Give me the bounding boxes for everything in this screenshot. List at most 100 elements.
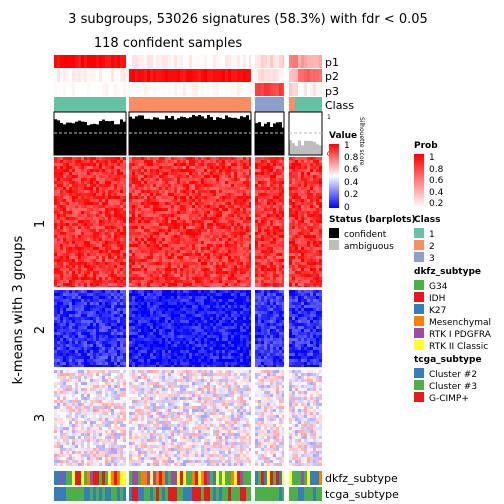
heatmap-cell	[111, 163, 114, 166]
heatmap-cell	[84, 202, 87, 205]
heatmap-cell	[60, 409, 63, 412]
heatmap-cell	[60, 335, 63, 338]
heatmap-cell	[111, 277, 114, 280]
heatmap-cell	[156, 208, 159, 211]
p3-cell	[141, 83, 144, 96]
heatmap-cell	[57, 223, 60, 226]
heatmap-cell	[150, 442, 153, 445]
heatmap-cell	[168, 265, 171, 268]
heatmap-cell	[54, 256, 57, 259]
heatmap-cell	[75, 280, 78, 283]
heatmap-cell	[108, 412, 111, 415]
heatmap-cell	[60, 196, 63, 199]
heatmap-cell	[144, 169, 147, 172]
heatmap-cell	[171, 451, 174, 454]
heatmap-cell	[54, 353, 57, 356]
heatmap-cell	[186, 314, 189, 317]
heatmap-cell	[138, 202, 141, 205]
heatmap-cell	[129, 356, 132, 359]
silhouette-bar	[219, 117, 222, 155]
heatmap-cell	[150, 418, 153, 421]
heatmap-cell	[129, 305, 132, 308]
p1-cell	[240, 55, 243, 68]
heatmap-cell	[165, 311, 168, 314]
heatmap-cell	[174, 308, 177, 311]
heatmap-cell	[69, 214, 72, 217]
heatmap-cell	[123, 308, 126, 311]
heatmap-cell	[111, 403, 114, 406]
heatmap-cell	[153, 235, 156, 238]
heatmap-cell	[183, 376, 186, 379]
silhouette-bar	[316, 144, 319, 155]
heatmap-cell	[108, 293, 111, 296]
heatmap-cell	[174, 274, 177, 277]
heatmap-cell	[174, 382, 177, 385]
heatmap-cell	[117, 457, 120, 460]
heatmap-cell	[150, 247, 153, 250]
heatmap-cell	[180, 166, 183, 169]
heatmap-cell	[75, 208, 78, 211]
heatmap-cell	[135, 205, 138, 208]
heatmap-cell	[66, 202, 69, 205]
heatmap-cell	[123, 286, 126, 287]
heatmap-cell	[135, 370, 138, 373]
heatmap-cell	[114, 259, 117, 262]
heatmap-cell	[96, 415, 99, 418]
heatmap-cell	[144, 157, 147, 160]
heatmap-cell	[171, 217, 174, 220]
heatmap-cell	[135, 409, 138, 412]
heatmap-cell	[168, 394, 171, 397]
heatmap-cell	[150, 166, 153, 169]
heatmap-cell	[63, 430, 66, 433]
heatmap-cell	[99, 290, 102, 293]
heatmap-cell	[180, 214, 183, 217]
heatmap-cell	[129, 220, 132, 223]
heatmap-cell	[174, 193, 177, 196]
heatmap-cell	[120, 290, 123, 293]
heatmap-cell	[144, 433, 147, 436]
heatmap-cell	[108, 308, 111, 311]
heatmap-cell	[177, 190, 180, 193]
heatmap-cell	[111, 302, 114, 305]
heatmap-cell	[117, 262, 120, 265]
heatmap-cell	[165, 403, 168, 406]
heatmap-cell	[69, 163, 72, 166]
heatmap-cell	[123, 160, 126, 163]
heatmap-cell	[141, 196, 144, 199]
heatmap-cell	[99, 259, 102, 262]
heatmap-cell	[93, 229, 96, 232]
p3-cell	[132, 83, 135, 96]
heatmap-cell	[165, 238, 168, 241]
heatmap-cell	[81, 286, 84, 287]
heatmap-cell	[114, 376, 117, 379]
heatmap-cell	[123, 430, 126, 433]
heatmap-cell	[75, 184, 78, 187]
heatmap-cell	[57, 193, 60, 196]
heatmap-cell	[156, 296, 159, 299]
heatmap-cell	[153, 427, 156, 430]
heatmap-cell	[99, 457, 102, 460]
heatmap-cell	[159, 370, 162, 373]
heatmap-cell	[96, 169, 99, 172]
heatmap-cell	[72, 335, 75, 338]
heatmap-cell	[60, 238, 63, 241]
heatmap-cell	[93, 379, 96, 382]
heatmap-cell	[177, 365, 180, 367]
heatmap-cell	[141, 397, 144, 400]
heatmap-cell	[180, 388, 183, 391]
heatmap-cell	[147, 412, 150, 415]
heatmap-cell	[81, 382, 84, 385]
heatmap-cell	[69, 460, 72, 463]
heatmap-cell	[123, 427, 126, 430]
heatmap-cell	[177, 373, 180, 376]
heatmap-cell	[186, 305, 189, 308]
heatmap-cell	[60, 388, 63, 391]
heatmap-cell	[162, 412, 165, 415]
heatmap-cell	[81, 211, 84, 214]
heatmap-cell	[90, 430, 93, 433]
heatmap-cell	[144, 283, 147, 286]
heatmap-cell	[102, 235, 105, 238]
heatmap-cell	[66, 445, 69, 448]
heatmap-cell	[54, 454, 57, 457]
heatmap-cell	[171, 223, 174, 226]
